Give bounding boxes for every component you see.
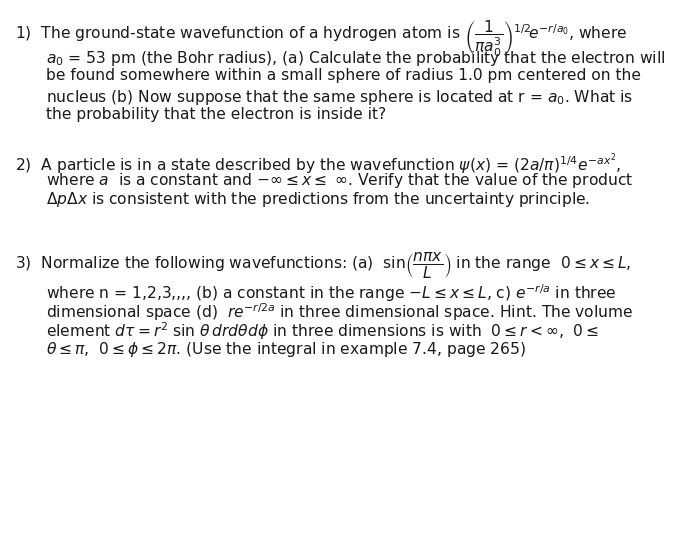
Text: 2)  A particle is in a state described by the wavefunction $\psi(x)$ = $(2a/\pi): 2) A particle is in a state described by… — [15, 151, 622, 177]
Text: be found somewhere within a small sphere of radius 1.0 pm centered on the: be found somewhere within a small sphere… — [46, 68, 641, 83]
Text: $a_0$ = 53 pm (the Bohr radius), (a) Calculate the probability that the electron: $a_0$ = 53 pm (the Bohr radius), (a) Cal… — [46, 49, 665, 68]
Text: nucleus (b) Now suppose that the same sphere is located at r = $a_0$. What is: nucleus (b) Now suppose that the same sp… — [46, 88, 633, 107]
Text: element $d\tau = r^2$ sin $\theta\, drd\theta d\phi$ in three dimensions is with: element $d\tau = r^2$ sin $\theta\, drd\… — [46, 320, 598, 342]
Text: 3)  Normalize the following wavefunctions: (a)  sin$\left(\dfrac{n\pi x}{L}\righ: 3) Normalize the following wavefunctions… — [15, 251, 632, 281]
Text: 1)  The ground-state wavefunction of a hydrogen atom is $\left(\dfrac{1}{\pi a_0: 1) The ground-state wavefunction of a hy… — [15, 19, 628, 59]
Text: the probability that the electron is inside it?: the probability that the electron is ins… — [46, 107, 386, 122]
Text: where $a$  is a constant and $-\infty \leq x \leq$ $\infty$. Verify that the val: where $a$ is a constant and $-\infty \le… — [46, 171, 633, 190]
Text: dimensional space (d)  $re^{-r/2a}$ in three dimensional space. Hint. The volume: dimensional space (d) $re^{-r/2a}$ in th… — [46, 301, 633, 323]
Text: $\Delta p\Delta x$ is consistent with the predictions from the uncertainty princ: $\Delta p\Delta x$ is consistent with th… — [46, 190, 589, 209]
Text: where n = 1,2,3,,,, (b) a constant in the range $-L \leq x \leq L$, c) $e^{-r/a}: where n = 1,2,3,,,, (b) a constant in th… — [46, 282, 616, 304]
Text: $\theta \leq \pi$,  $0 \leq \phi \leq 2\pi$. (Use the integral in example 7.4, p: $\theta \leq \pi$, $0 \leq \phi \leq 2\p… — [46, 340, 526, 359]
